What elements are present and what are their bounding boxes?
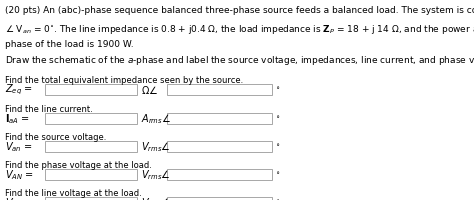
Text: $V_{AN}$ =: $V_{AN}$ = — [5, 168, 34, 182]
Text: $V_{AB}$ =: $V_{AB}$ = — [5, 196, 33, 200]
Text: $^{\circ}$: $^{\circ}$ — [275, 142, 281, 152]
Text: $A_{rms}\angle$: $A_{rms}\angle$ — [141, 112, 172, 126]
FancyBboxPatch shape — [167, 113, 272, 124]
Text: (20 pts) An (abc)-phase sequence balanced three-phase source feeds a balanced lo: (20 pts) An (abc)-phase sequence balance… — [5, 6, 474, 15]
Text: Draw the schematic of the $a$-phase and label the source voltage, impedances, li: Draw the schematic of the $a$-phase and … — [5, 54, 474, 67]
Text: Find the total equivalent impedance seen by the source.: Find the total equivalent impedance seen… — [5, 76, 243, 85]
FancyBboxPatch shape — [45, 169, 137, 180]
Text: Find the line voltage at the load.: Find the line voltage at the load. — [5, 189, 142, 198]
Text: phase of the load is 1900 W.: phase of the load is 1900 W. — [5, 40, 133, 49]
Text: $\Omega\angle$: $\Omega\angle$ — [141, 84, 158, 96]
Text: $V_{rms}\angle$: $V_{rms}\angle$ — [141, 140, 171, 154]
Text: $^{\circ}$: $^{\circ}$ — [275, 114, 281, 124]
FancyBboxPatch shape — [45, 84, 137, 95]
FancyBboxPatch shape — [167, 141, 272, 152]
Text: $^{\circ}$: $^{\circ}$ — [275, 198, 281, 200]
FancyBboxPatch shape — [45, 141, 137, 152]
Text: $^{\circ}$: $^{\circ}$ — [275, 85, 281, 95]
Text: Find the phase voltage at the load.: Find the phase voltage at the load. — [5, 161, 152, 170]
FancyBboxPatch shape — [167, 197, 272, 200]
Text: $V_{an}$ =: $V_{an}$ = — [5, 140, 32, 154]
FancyBboxPatch shape — [45, 113, 137, 124]
FancyBboxPatch shape — [45, 197, 137, 200]
Text: $Z_{eq}$ =: $Z_{eq}$ = — [5, 82, 33, 97]
Text: $\mathbf{I}_{aA}$ =: $\mathbf{I}_{aA}$ = — [5, 112, 30, 126]
Text: Find the line current.: Find the line current. — [5, 105, 92, 114]
Text: Find the source voltage.: Find the source voltage. — [5, 133, 106, 142]
FancyBboxPatch shape — [167, 169, 272, 180]
Text: $^{\circ}$: $^{\circ}$ — [275, 170, 281, 180]
Text: $\angle$ V$_{an}$ = 0$^{\circ}$. The line impedance is 0.8 + j0.4 $\Omega$, the : $\angle$ V$_{an}$ = 0$^{\circ}$. The lin… — [5, 23, 474, 36]
Text: $V_{rms}\angle$: $V_{rms}\angle$ — [141, 168, 171, 182]
Text: $V_{rms}\angle$: $V_{rms}\angle$ — [141, 196, 171, 200]
FancyBboxPatch shape — [167, 84, 272, 95]
